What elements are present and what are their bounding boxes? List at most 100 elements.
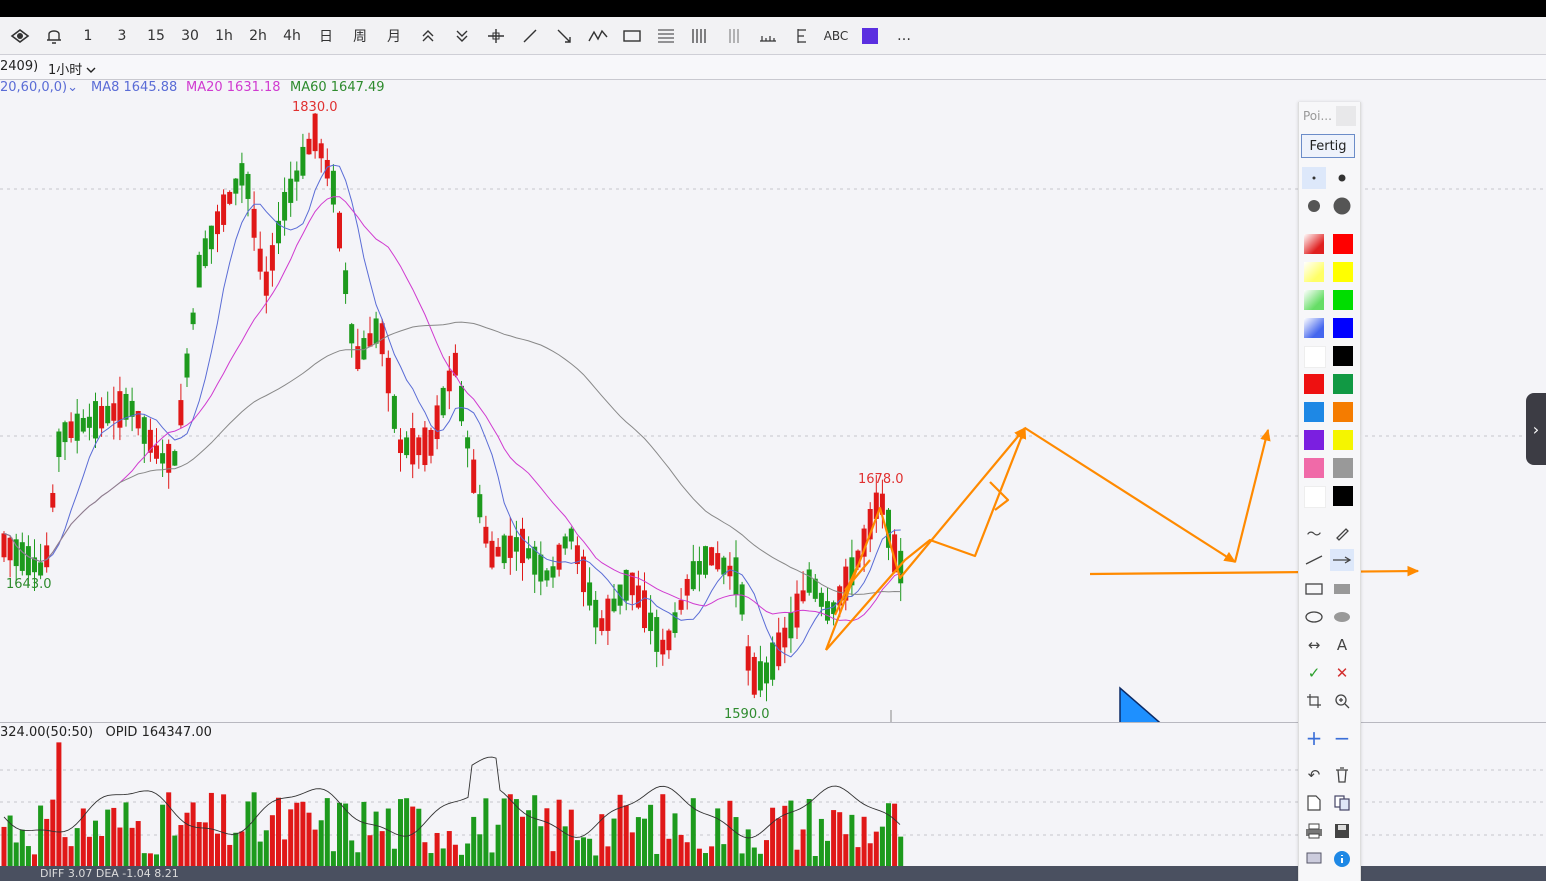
vertical-lines-icon[interactable]	[686, 22, 714, 50]
period-day-button[interactable]: 日	[319, 28, 333, 45]
expand-panel-button[interactable]: ›	[1526, 393, 1546, 465]
ellipse-outline-icon[interactable]	[1302, 606, 1326, 628]
crosshair-icon[interactable]	[482, 22, 510, 50]
color-picker-icon[interactable]	[856, 22, 884, 50]
ellipse-filled-icon[interactable]	[1330, 606, 1354, 628]
volume-bar	[318, 820, 324, 866]
color-swatch[interactable]	[1304, 374, 1324, 394]
text-tool-button[interactable]: ABC	[823, 28, 849, 43]
candle-body	[751, 656, 757, 695]
pencil-icon[interactable]	[1330, 522, 1354, 544]
color-swatch[interactable]	[1304, 318, 1324, 338]
minus-icon[interactable]: −	[1333, 726, 1351, 750]
palette-header[interactable]: Poi...	[1301, 104, 1357, 128]
rectangle-tool-icon[interactable]	[618, 22, 646, 50]
color-swatch[interactable]	[1333, 458, 1353, 478]
dot-size-small-icon[interactable]	[1302, 167, 1326, 189]
color-swatch[interactable]	[1304, 262, 1324, 282]
color-swatch[interactable]	[1333, 318, 1353, 338]
cross-icon[interactable]: ✕	[1335, 664, 1349, 682]
done-button[interactable]: Fertig	[1301, 134, 1355, 158]
volume-bar	[452, 844, 458, 866]
period-lines-icon[interactable]	[720, 22, 748, 50]
print-icon[interactable]	[1302, 820, 1326, 842]
period-1-button[interactable]: 1	[83, 27, 93, 44]
gann-tool-icon[interactable]	[788, 22, 816, 50]
volume-bar	[215, 833, 220, 866]
color-swatch[interactable]	[1333, 430, 1353, 450]
freehand-icon[interactable]: 〜	[1306, 524, 1322, 543]
volume-bar	[599, 814, 605, 866]
screen-icon[interactable]	[1302, 848, 1326, 870]
dot-size-medium-icon[interactable]	[1330, 167, 1354, 189]
measure-tool-icon[interactable]	[754, 22, 782, 50]
period-1h-button[interactable]: 1h	[215, 27, 233, 44]
zoom-icon[interactable]	[1330, 690, 1354, 712]
checkmark-icon[interactable]: ✓	[1307, 664, 1321, 682]
color-swatch[interactable]	[1304, 486, 1326, 508]
color-swatch[interactable]	[1333, 374, 1353, 394]
color-swatch[interactable]	[1304, 234, 1324, 254]
info-icon[interactable]	[1330, 848, 1354, 870]
dot-size-large-icon[interactable]	[1302, 195, 1326, 217]
trash-icon[interactable]	[1330, 764, 1354, 786]
volume-chart[interactable]	[0, 740, 1546, 866]
volume-bar	[770, 807, 776, 866]
period-month-button[interactable]: 月	[387, 28, 401, 45]
period-selector[interactable]: 1小时	[48, 59, 96, 78]
color-swatch[interactable]	[1333, 290, 1353, 310]
period-30-button[interactable]: 30	[181, 27, 199, 44]
color-swatch[interactable]	[1333, 346, 1353, 366]
polyline-tool-icon[interactable]	[584, 22, 612, 50]
price-chart[interactable]	[0, 79, 1546, 722]
color-swatch[interactable]	[1333, 486, 1353, 506]
candle-body	[550, 566, 556, 578]
volume-bar	[227, 844, 233, 866]
ma-params-selector[interactable]: 20,60,0,0)⌄	[0, 80, 79, 95]
color-swatch[interactable]	[1304, 402, 1324, 422]
crop-icon[interactable]	[1302, 690, 1326, 712]
palette-close-button[interactable]	[1336, 106, 1356, 126]
period-week-button[interactable]: 周	[353, 28, 367, 45]
period-3-button[interactable]: 3	[117, 27, 127, 44]
arrow-line-icon[interactable]	[1330, 549, 1354, 571]
volume-bar	[19, 829, 25, 866]
line-tool-icon[interactable]	[516, 22, 544, 50]
color-swatch[interactable]	[1304, 346, 1326, 368]
sync-icon[interactable]	[6, 22, 34, 50]
arrow-zigzag-path	[825, 426, 1027, 651]
volume-bar	[44, 818, 50, 866]
color-swatch[interactable]	[1333, 262, 1353, 282]
plus-icon[interactable]: +	[1305, 726, 1323, 750]
text-icon[interactable]: A	[1336, 636, 1348, 654]
undo-icon[interactable]: ↶	[1307, 766, 1321, 784]
color-swatch[interactable]	[1304, 430, 1324, 450]
color-swatch[interactable]	[1333, 402, 1353, 422]
horizontal-arrow-path	[1089, 565, 1420, 577]
color-swatch[interactable]	[1333, 234, 1353, 254]
double-arrow-icon[interactable]: ↔	[1307, 636, 1321, 654]
volume-bar	[818, 818, 824, 866]
period-15-button[interactable]: 15	[147, 27, 165, 44]
bell-icon[interactable]	[40, 22, 68, 50]
color-swatch[interactable]	[1304, 290, 1324, 310]
new-page-icon[interactable]	[1302, 792, 1326, 814]
dot-size-xlarge-icon[interactable]	[1330, 195, 1354, 217]
chevron-down-icon[interactable]	[448, 22, 476, 50]
ray-tool-icon[interactable]	[550, 22, 578, 50]
more-button[interactable]: …	[897, 27, 911, 44]
low-price-label: 1590.0	[724, 707, 770, 722]
rectangle-outline-icon[interactable]	[1302, 578, 1326, 600]
line-icon[interactable]	[1302, 549, 1326, 571]
fibonacci-tool-icon[interactable]	[652, 22, 680, 50]
rectangle-filled-icon[interactable]	[1330, 578, 1354, 600]
candle-body	[410, 428, 416, 465]
period-2h-button[interactable]: 2h	[249, 27, 267, 44]
pane-separator[interactable]	[0, 722, 1546, 723]
chevron-up-icon[interactable]	[414, 22, 442, 50]
color-swatch[interactable]	[1304, 458, 1324, 478]
period-4h-button[interactable]: 4h	[283, 27, 301, 44]
copy-icon[interactable]	[1330, 792, 1354, 814]
volume-bar	[623, 805, 629, 866]
save-icon[interactable]	[1330, 820, 1354, 842]
